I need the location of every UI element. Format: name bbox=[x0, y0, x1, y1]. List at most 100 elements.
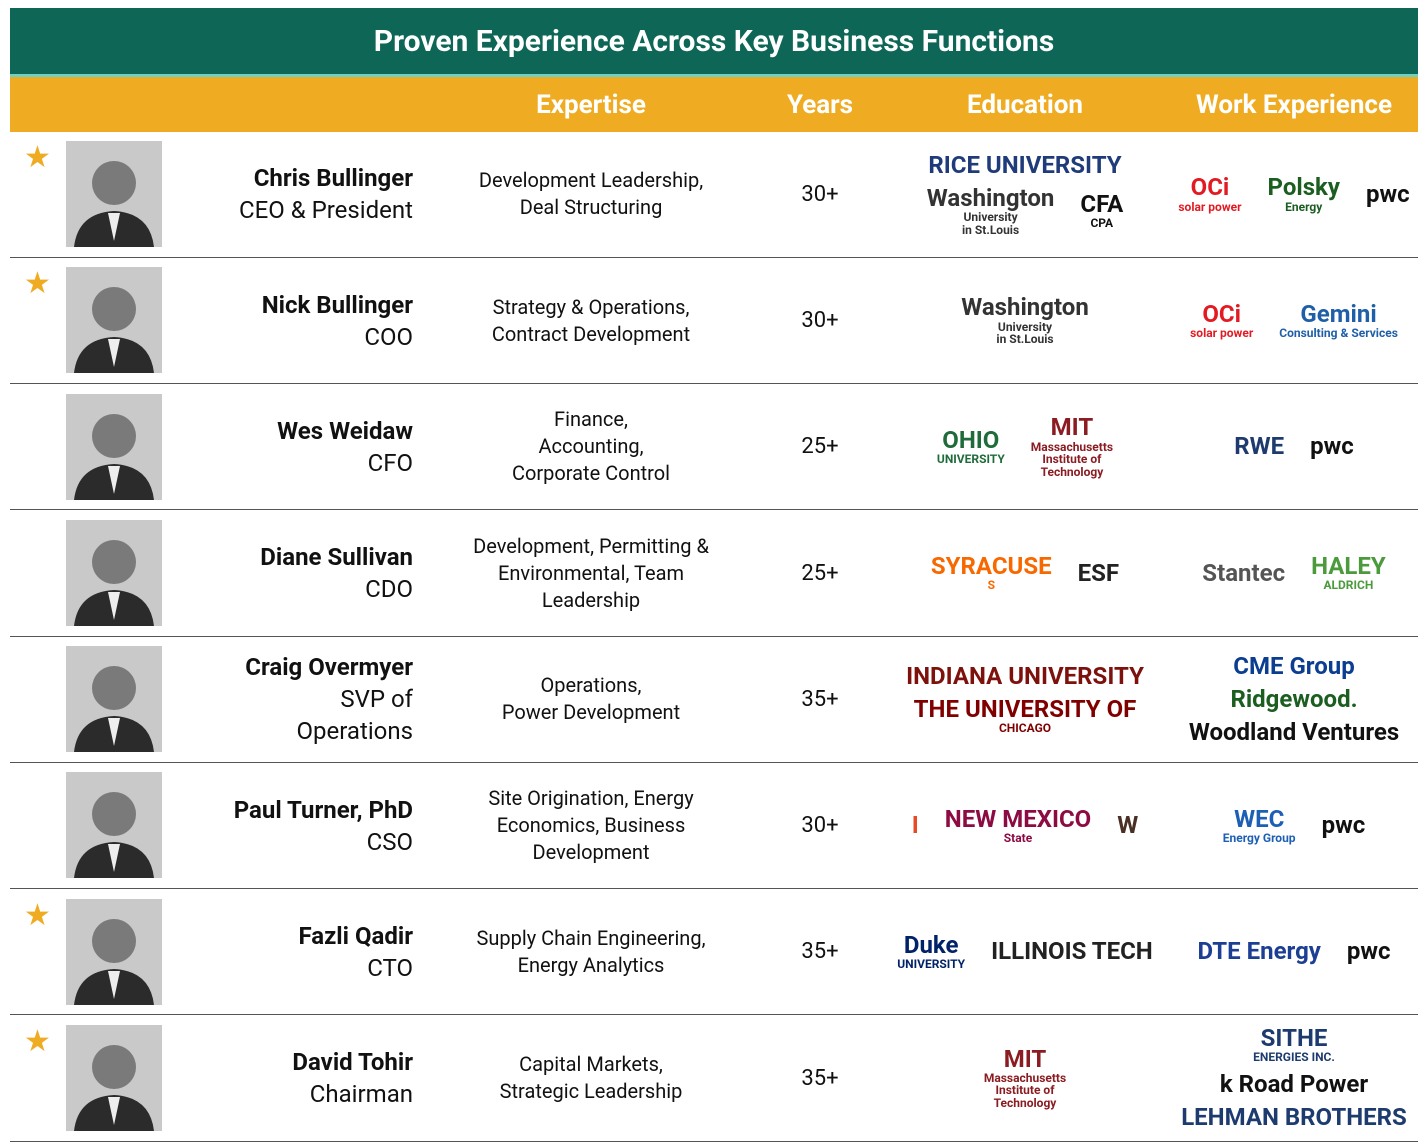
logo: Stantec bbox=[1202, 560, 1285, 586]
person-name: Chris Bullinger bbox=[253, 164, 413, 193]
education-cell: RICE UNIVERSITY Washington University in St… bbox=[890, 132, 1160, 257]
name-cell: Craig Overmyer SVP of Operations bbox=[93, 637, 413, 762]
logo-text: UNIVERSITY bbox=[936, 452, 1005, 467]
photo bbox=[66, 898, 162, 1005]
column-header: Work Experience bbox=[1195, 89, 1393, 120]
logo-text: Gemini bbox=[1300, 299, 1377, 328]
logo: W bbox=[1117, 811, 1139, 840]
person-name: Diane Sullivan bbox=[260, 543, 413, 572]
photo-silhouette bbox=[74, 413, 154, 500]
years: 35+ bbox=[801, 686, 839, 712]
logo: OCi solar power bbox=[1190, 301, 1254, 340]
logo-text: RICE UNIVERSITY bbox=[928, 150, 1122, 179]
person-role: Chairman bbox=[309, 1080, 413, 1109]
logo: CME Group bbox=[1233, 651, 1355, 680]
person-name: David Tohir bbox=[292, 1048, 413, 1077]
expertise-cell: Strategy & Operations, Contract Developme… bbox=[441, 258, 741, 383]
expertise-line: Strategic Leadership bbox=[499, 1079, 683, 1104]
logo-text: SYRACUSE bbox=[930, 552, 1052, 581]
logo-text: OHIO bbox=[942, 425, 1000, 454]
person-name: Wes Weidaw bbox=[277, 416, 413, 445]
logo-text: CME Group bbox=[1233, 651, 1355, 680]
logo-text: INDIANA UNIVERSITY bbox=[906, 661, 1144, 690]
logo: pwc bbox=[1321, 811, 1366, 840]
logo-text: HALEY bbox=[1311, 552, 1386, 581]
years: 25+ bbox=[801, 560, 839, 586]
table-row: Paul Turner, PhD CSO Site Origination, Ene… bbox=[10, 763, 1418, 889]
name-cell: Chris Bullinger CEO & President bbox=[93, 132, 413, 257]
years: 30+ bbox=[801, 181, 839, 207]
logo: I bbox=[912, 812, 919, 838]
expertise-line: Capital Markets, bbox=[519, 1052, 663, 1077]
name-cell: Nick Bullinger COO bbox=[93, 258, 413, 383]
education-cell: I NEW MEXICO State W bbox=[890, 763, 1160, 888]
logo: MIT Massachusetts Institute of Technology bbox=[983, 1044, 1067, 1110]
table-row: Diane Sullivan CDO Development, Permitting… bbox=[10, 511, 1418, 637]
logo: ILLINOIS TECH bbox=[991, 939, 1153, 964]
logo-text: Massachusetts bbox=[983, 1070, 1067, 1085]
logo: Gemini Consulting & Services bbox=[1279, 299, 1398, 340]
logo-text: ILLINOIS TECH bbox=[991, 937, 1153, 966]
logo: DTE Energy bbox=[1197, 939, 1320, 964]
education-cell: MIT Massachusetts Institute of Technology bbox=[890, 1016, 1160, 1141]
work-cell: RWE pwc bbox=[1170, 385, 1418, 510]
logo: Washington University in St.Louis bbox=[927, 185, 1055, 237]
person-role: CDO bbox=[365, 575, 413, 604]
logo-text: MIT bbox=[1050, 413, 1094, 442]
logo-text: LEHMAN BROTHERS bbox=[1181, 1103, 1407, 1132]
logo-text: in St.Louis bbox=[962, 222, 1020, 237]
logo-text: k Road Power bbox=[1219, 1069, 1369, 1098]
logo-text: Ridgewood. bbox=[1230, 684, 1358, 713]
logo-text: solar power bbox=[1178, 199, 1242, 214]
expertise-line: Environmental, Team bbox=[498, 560, 684, 585]
photo-silhouette bbox=[74, 792, 154, 879]
photo bbox=[66, 646, 162, 752]
logo: OHIO UNIVERSITY bbox=[936, 425, 1005, 467]
logo-text: Polsky bbox=[1267, 173, 1340, 202]
logo-text: pwc bbox=[1310, 432, 1354, 461]
table-row: Craig Overmyer SVP of Operations Operations… bbox=[10, 637, 1418, 763]
logo: k Road Power bbox=[1219, 1069, 1369, 1098]
table-row: ★ Nick Bullinger COO Strategy & Operations,… bbox=[10, 258, 1418, 384]
table-row: Wes Weidaw CFO Finance, Accounting, Corporat… bbox=[10, 385, 1418, 511]
expertise-line: Corporate Control bbox=[511, 461, 671, 486]
logo-text: CFA bbox=[1080, 190, 1124, 219]
logo-text: Washington bbox=[961, 293, 1089, 322]
logo-text: ENERGIES INC. bbox=[1253, 1050, 1335, 1065]
photo-silhouette bbox=[74, 666, 154, 752]
title-bar: Proven Experience Across Key Business Fu… bbox=[10, 8, 1418, 77]
logo: HALEY ALDRICH bbox=[1311, 554, 1386, 592]
person-role: CEO & President bbox=[239, 196, 413, 225]
photo-silhouette bbox=[74, 539, 154, 626]
photo bbox=[66, 393, 162, 500]
expertise-cell: Supply Chain Engineering, Energy Analytic… bbox=[441, 890, 741, 1015]
expertise-line: Accounting, bbox=[538, 434, 644, 459]
years: 35+ bbox=[801, 939, 839, 965]
logo-text: Massachusetts bbox=[1030, 439, 1114, 454]
expertise-line: Economics, Business bbox=[496, 813, 686, 838]
logo-text: UNIVERSITY bbox=[897, 957, 966, 972]
logo: THE UNIVERSITY OF CHICAGO bbox=[913, 695, 1137, 735]
logo-text: pwc bbox=[1321, 811, 1366, 840]
work-cell: DTE Energy pwc bbox=[1170, 890, 1418, 1015]
expertise-cell: Development Leadership, Deal Structuring bbox=[441, 132, 741, 257]
work-cell: WEC Energy Group pwc bbox=[1170, 763, 1418, 888]
logo-text: OCi bbox=[1190, 173, 1230, 202]
logo-text: NEW MEXICO bbox=[944, 804, 1092, 833]
logo-text: MIT bbox=[1003, 1044, 1047, 1073]
logo-text: Technology bbox=[1040, 464, 1104, 479]
logo-text: Duke bbox=[903, 930, 959, 959]
table-row: ★ David Tohir Chairman Capital Markets, Stra… bbox=[10, 1016, 1418, 1142]
expertise-line: Leadership bbox=[541, 587, 641, 612]
logo-text: solar power bbox=[1190, 325, 1254, 340]
logo-text: THE UNIVERSITY OF bbox=[913, 695, 1137, 724]
work-cell: SITHE ENERGIES INC. k Road Power LEHMAN BRO… bbox=[1170, 1016, 1418, 1141]
logo-text: pwc bbox=[1346, 937, 1391, 966]
name-cell: David Tohir Chairman bbox=[93, 1016, 413, 1141]
logo: pwc bbox=[1366, 181, 1410, 207]
logo-text: W bbox=[1117, 811, 1139, 840]
expertise-line: Energy Analytics bbox=[517, 952, 665, 977]
expertise-cell: Operations, Power Development bbox=[441, 637, 741, 762]
expertise-cell: Capital Markets, Strategic Leadership bbox=[441, 1016, 741, 1141]
